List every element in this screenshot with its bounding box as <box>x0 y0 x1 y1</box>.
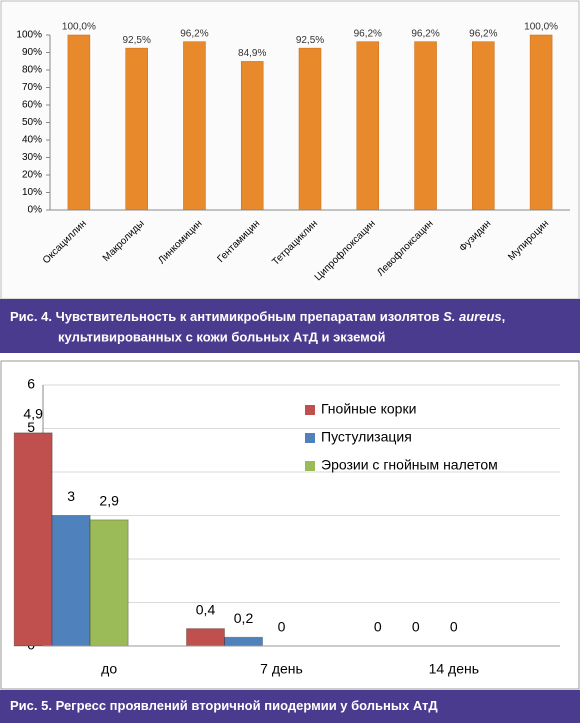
bar <box>89 519 129 647</box>
y-tick-label: 100% <box>16 30 42 41</box>
y-tick-label: 5 <box>27 419 35 435</box>
caption-bar <box>0 690 580 723</box>
bar <box>529 34 553 211</box>
value-label: 3 <box>67 488 75 504</box>
value-label: 100,0% <box>62 22 96 33</box>
caption-text: Регресс проявлений вторичной пиодермии у… <box>56 698 439 713</box>
bar <box>51 515 91 647</box>
legend-label: Пустулизация <box>321 429 412 445</box>
bar <box>298 47 322 211</box>
value-label: 0,4 <box>196 601 216 617</box>
caption-bar <box>0 299 580 353</box>
caption-text: Чувствительность к антимикробным препара… <box>56 309 440 324</box>
y-tick-label: 30% <box>22 152 42 163</box>
legend-label: Гнойные корки <box>321 401 416 417</box>
caption: Рис. 4. Чувствительность к антимикробным… <box>10 309 505 324</box>
y-tick-label: 60% <box>22 100 42 111</box>
bar <box>186 628 225 647</box>
caption: Рис. 5. Регресс проявлений вторичной пио… <box>10 698 438 713</box>
value-label: 0 <box>450 619 458 635</box>
value-label: 4,9 <box>23 406 43 422</box>
x-tick-label: 14 день <box>429 661 479 677</box>
bar <box>183 41 206 211</box>
y-tick-label: 10% <box>22 187 42 198</box>
value-label: 84,9% <box>238 48 266 59</box>
value-label: 92,5% <box>296 35 324 46</box>
bar <box>356 41 380 211</box>
value-label: 2,9 <box>99 493 119 509</box>
y-tick-label: 90% <box>22 47 42 58</box>
bar <box>414 41 437 211</box>
bar <box>125 47 148 211</box>
y-tick-label: 0% <box>28 205 43 216</box>
value-label: 96,2% <box>180 28 208 39</box>
value-label: 92,5% <box>122 35 150 46</box>
caption-punct: , <box>502 309 506 324</box>
legend-swatch <box>305 461 315 471</box>
bar <box>224 636 263 647</box>
y-tick-label: 20% <box>22 170 42 181</box>
value-label: 96,2% <box>411 28 439 39</box>
y-tick-label: 6 <box>27 376 35 392</box>
x-tick-label: 7 день <box>260 661 303 677</box>
legend-label: Эрозии с гнойным налетом <box>321 457 498 473</box>
value-label: 0 <box>278 619 286 635</box>
y-tick-label: 40% <box>22 135 42 146</box>
caption-label: Рис. 4. <box>10 309 52 324</box>
y-tick-label: 50% <box>22 117 42 128</box>
value-label: 0,2 <box>234 610 254 626</box>
legend-swatch <box>305 433 315 443</box>
bar <box>472 41 495 211</box>
bar <box>240 61 264 211</box>
x-tick-label: до <box>101 661 117 677</box>
caption-label: Рис. 5. <box>10 698 52 713</box>
bar <box>67 34 91 211</box>
value-label: 0 <box>374 619 382 635</box>
y-tick-label: 70% <box>22 82 42 93</box>
value-label: 96,2% <box>469 28 497 39</box>
value-label: 0 <box>412 619 420 635</box>
value-label: 100,0% <box>524 22 558 33</box>
y-tick-label: 80% <box>22 65 42 76</box>
bar <box>13 432 53 647</box>
caption-italic: S. aureus <box>443 309 502 324</box>
value-label: 96,2% <box>354 28 382 39</box>
legend-swatch <box>305 405 315 415</box>
caption-line2: культивированных с кожи больных АтД и эк… <box>58 329 386 344</box>
